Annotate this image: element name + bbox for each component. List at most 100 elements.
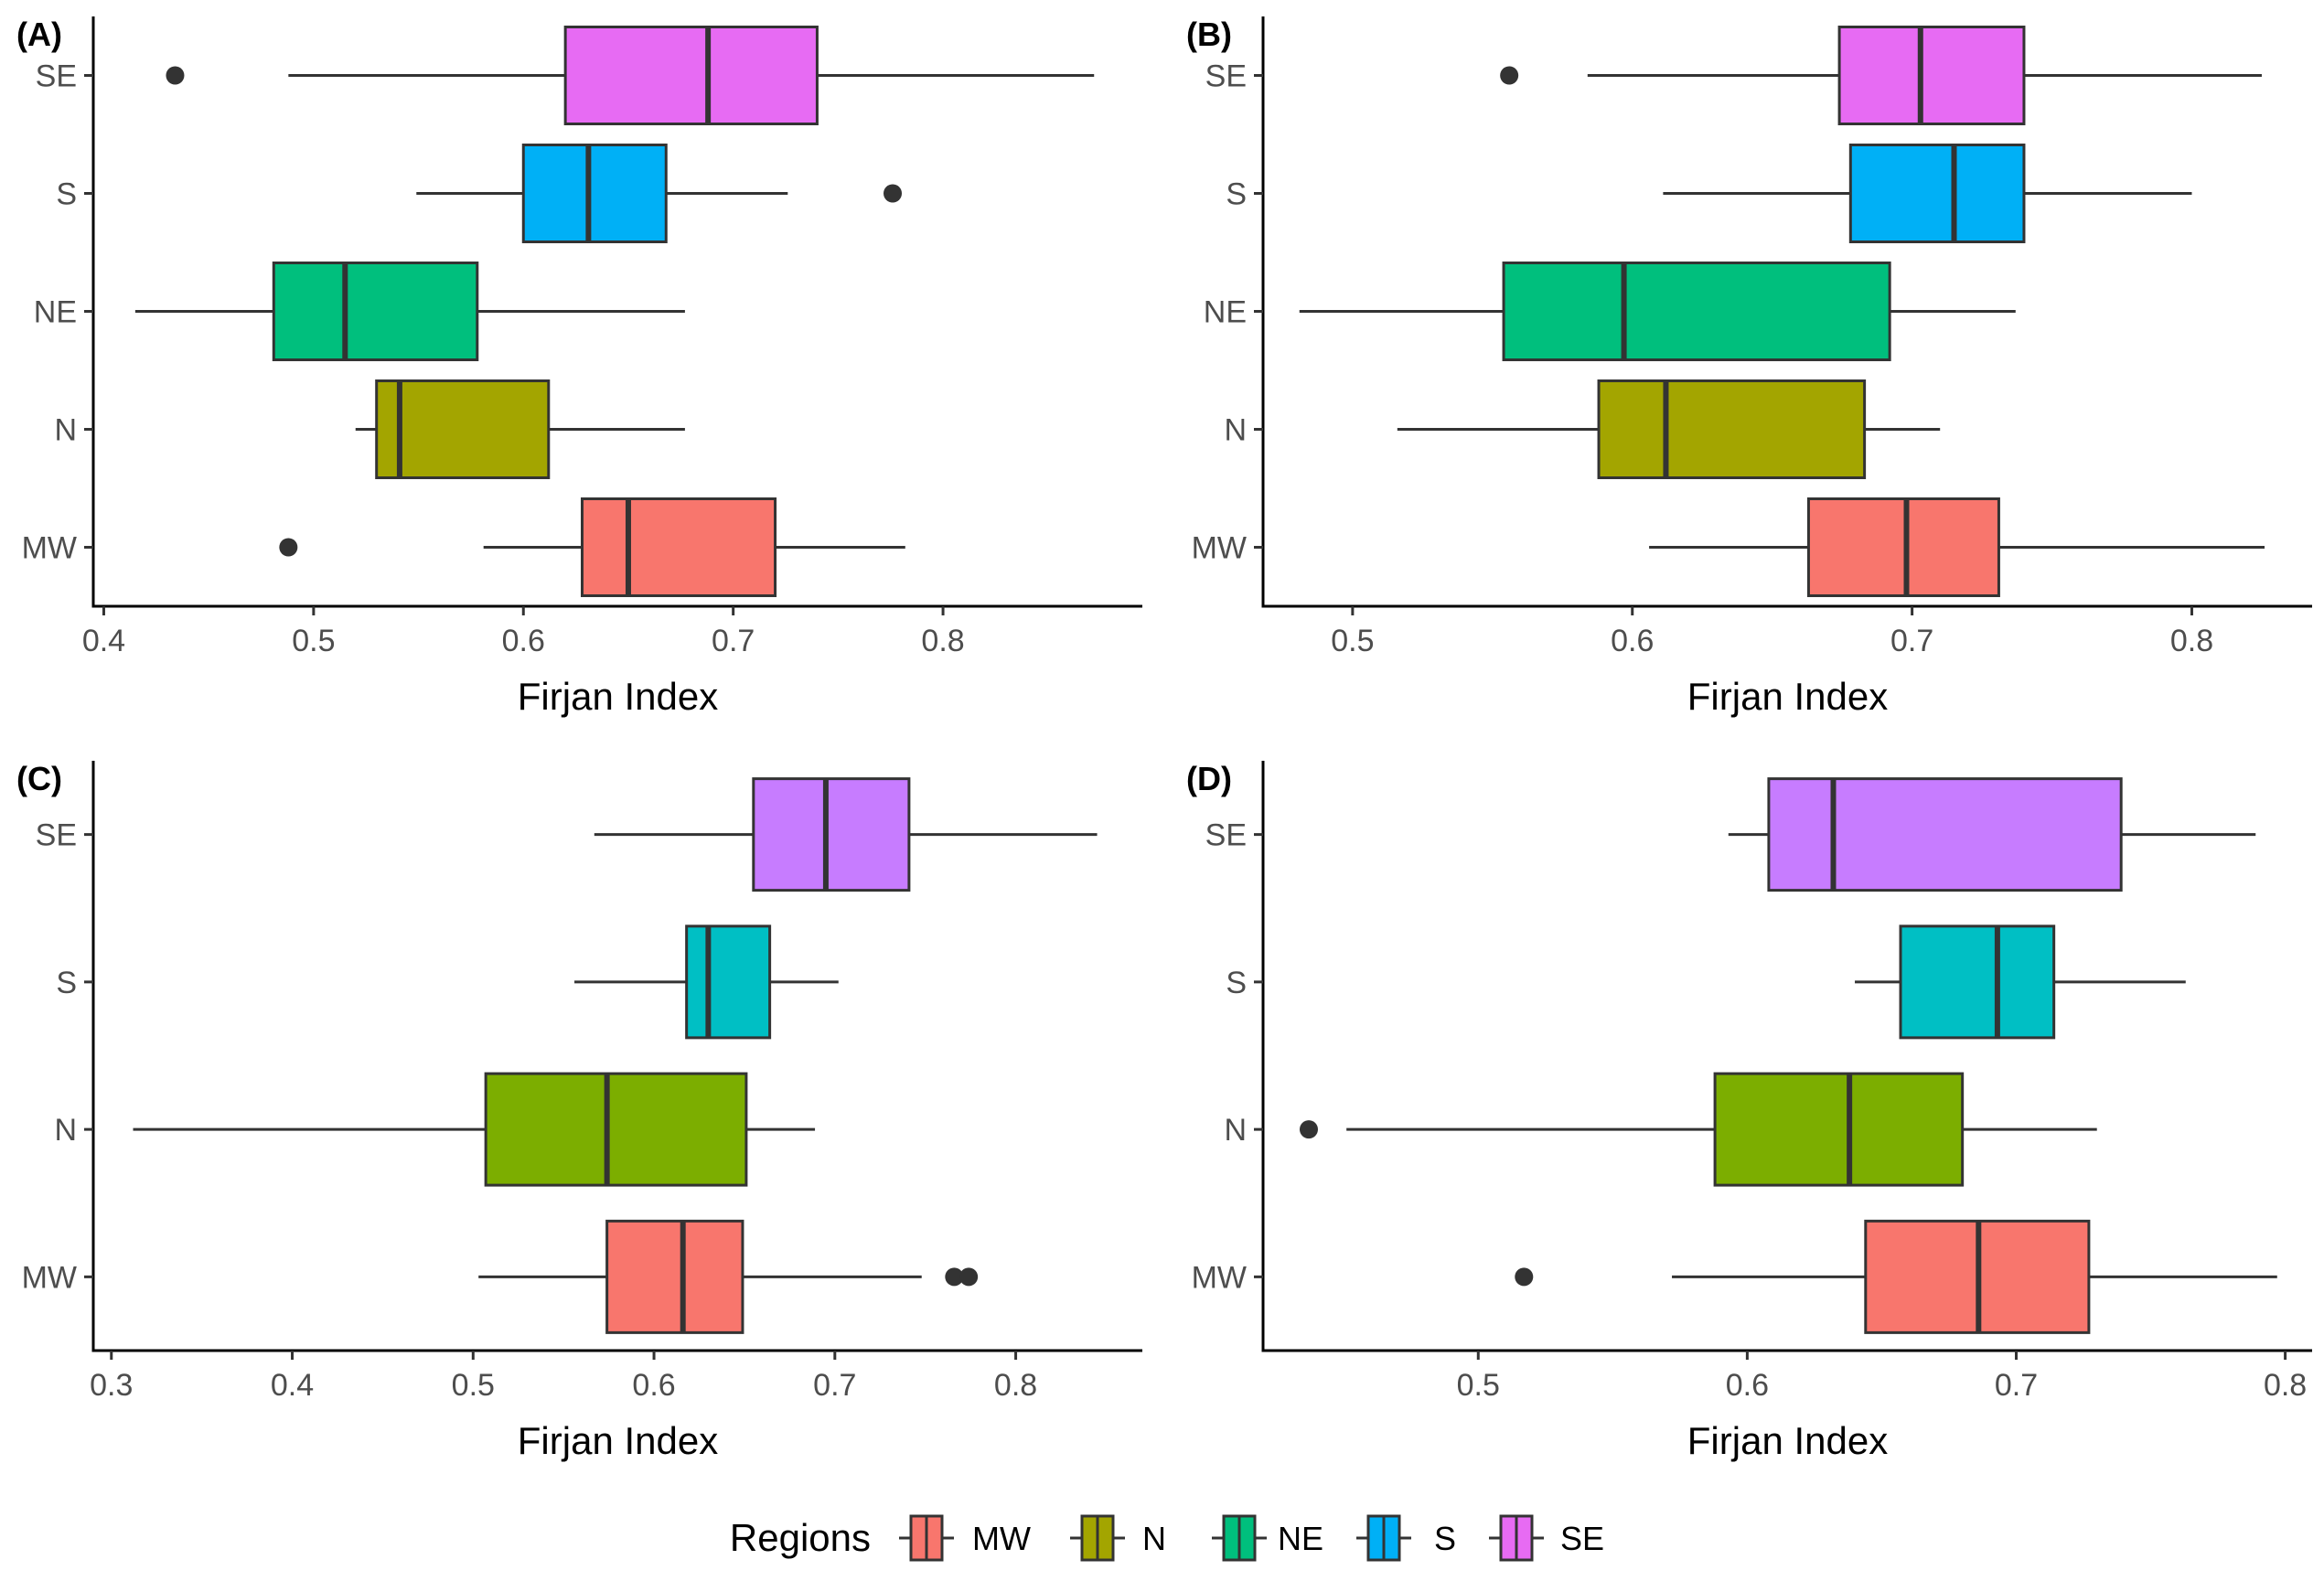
y-tick-label: NE xyxy=(1204,295,1247,330)
x-tick-label: 0.4 xyxy=(271,1368,314,1403)
x-axis-title: Firjan Index xyxy=(1687,675,1888,718)
box-body xyxy=(563,26,819,125)
outlier-point xyxy=(1299,1120,1318,1139)
outlier-point xyxy=(1500,66,1519,85)
x-tick-label: 0.8 xyxy=(994,1368,1037,1403)
y-tick-label: MW xyxy=(1192,1260,1247,1295)
x-tick-label: 0.6 xyxy=(632,1368,675,1403)
legend-label: NE xyxy=(1278,1520,1323,1557)
box-body xyxy=(1899,924,2056,1040)
legend-item-SE: SE xyxy=(1489,1514,1604,1562)
x-tick-label: 0.8 xyxy=(2264,1368,2307,1403)
x-tick-label: 0.7 xyxy=(712,624,755,658)
legend-item-S: S xyxy=(1356,1514,1456,1562)
x-tick-label: 0.5 xyxy=(292,624,335,658)
x-tick-label: 0.8 xyxy=(2170,624,2213,658)
y-tick-label: NE xyxy=(34,295,77,330)
x-tick-label: 0.6 xyxy=(1611,624,1654,658)
box-MW xyxy=(279,497,905,597)
legend-label: MW xyxy=(972,1520,1031,1557)
y-tick-label: SE xyxy=(1205,59,1247,94)
panel-tag: (D) xyxy=(1186,760,1232,797)
panel-tag: (B) xyxy=(1186,16,1232,53)
y-tick-label: MW xyxy=(22,531,77,566)
x-tick-label: 0.7 xyxy=(1890,624,1933,658)
panel-tag: (C) xyxy=(16,760,62,797)
box-MW xyxy=(1649,497,2265,597)
box-S xyxy=(1855,924,2186,1040)
box-body xyxy=(605,1219,744,1334)
outlier-point xyxy=(959,1267,979,1287)
legend-item-MW: MW xyxy=(899,1514,1031,1562)
box-SE xyxy=(1500,26,2262,125)
legend-title: Regions xyxy=(730,1516,871,1559)
outlier-point xyxy=(279,538,298,557)
box-N xyxy=(355,379,685,479)
y-tick-label: SE xyxy=(36,818,77,853)
box-body xyxy=(272,262,479,361)
panel-1: (B) 0.5 0.6 0.7 0.8 MW N NE S SE Firjan Index xyxy=(1186,16,2312,718)
box-body xyxy=(1806,497,2000,597)
box-S xyxy=(574,924,839,1040)
box-body xyxy=(581,497,777,597)
box-S xyxy=(416,144,903,243)
box-body xyxy=(1502,262,1891,361)
y-tick-label: N xyxy=(1224,1113,1247,1148)
x-axis-title: Firjan Index xyxy=(1687,1419,1888,1462)
panels: (A) 0.4 0.5 0.6 0.7 0.8 MW N NE S SE Firjan Index (B… xyxy=(16,16,2312,1462)
y-tick-label: MW xyxy=(1192,531,1247,566)
y-tick-label: S xyxy=(56,966,77,1000)
y-tick-label: S xyxy=(56,177,77,212)
box-body xyxy=(521,144,668,243)
x-tick-label: 0.5 xyxy=(452,1368,495,1403)
box-body xyxy=(1848,144,2026,243)
box-MW xyxy=(1515,1219,2277,1334)
panel-tag: (A) xyxy=(16,16,62,53)
legend: Regions MW N NE S SE xyxy=(730,1514,1604,1562)
x-tick-label: 0.7 xyxy=(1995,1368,2038,1403)
y-tick-label: N xyxy=(54,1113,77,1148)
legend-item-NE: NE xyxy=(1212,1514,1323,1562)
box-SE xyxy=(166,26,1095,125)
panel-2: (C) 0.3 0.4 0.5 0.6 0.7 0.8 MW N S SE Firjan Index xyxy=(16,760,1142,1462)
box-body xyxy=(1837,26,2026,125)
outlier-point xyxy=(1515,1267,1534,1287)
box-N xyxy=(133,1072,816,1187)
x-tick-label: 0.6 xyxy=(1726,1368,1769,1403)
legend-item-N: N xyxy=(1070,1514,1166,1562)
outlier-point xyxy=(166,66,185,85)
y-tick-label: N xyxy=(54,413,77,448)
legend-label: S xyxy=(1434,1520,1456,1557)
y-tick-label: S xyxy=(1226,966,1247,1000)
legend-label: SE xyxy=(1560,1520,1604,1557)
x-tick-label: 0.6 xyxy=(502,624,545,658)
legend-label: N xyxy=(1142,1520,1166,1557)
box-body xyxy=(752,777,911,892)
outlier-point xyxy=(945,1267,964,1287)
box-S xyxy=(1663,144,2192,243)
y-tick-label: S xyxy=(1226,177,1247,212)
x-tick-label: 0.4 xyxy=(82,624,125,658)
box-body xyxy=(1597,379,1867,479)
panel-0: (A) 0.4 0.5 0.6 0.7 0.8 MW N NE S SE Firjan Index xyxy=(16,16,1142,718)
panel-3: (D) 0.5 0.6 0.7 0.8 MW N S SE Firjan Index xyxy=(1186,760,2312,1462)
x-tick-label: 0.3 xyxy=(90,1368,133,1403)
outlier-point xyxy=(884,184,903,203)
box-N xyxy=(1299,1072,2097,1187)
box-body xyxy=(1713,1072,1965,1187)
box-body xyxy=(685,924,772,1040)
y-tick-label: SE xyxy=(36,59,77,94)
y-tick-label: MW xyxy=(22,1260,77,1295)
box-N xyxy=(1397,379,1941,479)
box-body xyxy=(1767,777,2123,892)
x-axis-title: Firjan Index xyxy=(518,1419,718,1462)
x-tick-label: 0.5 xyxy=(1331,624,1374,658)
x-axis-title: Firjan Index xyxy=(518,675,718,718)
x-tick-label: 0.7 xyxy=(813,1368,856,1403)
x-tick-label: 0.5 xyxy=(1457,1368,1500,1403)
box-body xyxy=(484,1072,748,1187)
y-tick-label: SE xyxy=(1205,818,1247,853)
box-NE xyxy=(1299,262,2016,361)
legend-items: MW N NE S SE xyxy=(899,1514,1604,1562)
